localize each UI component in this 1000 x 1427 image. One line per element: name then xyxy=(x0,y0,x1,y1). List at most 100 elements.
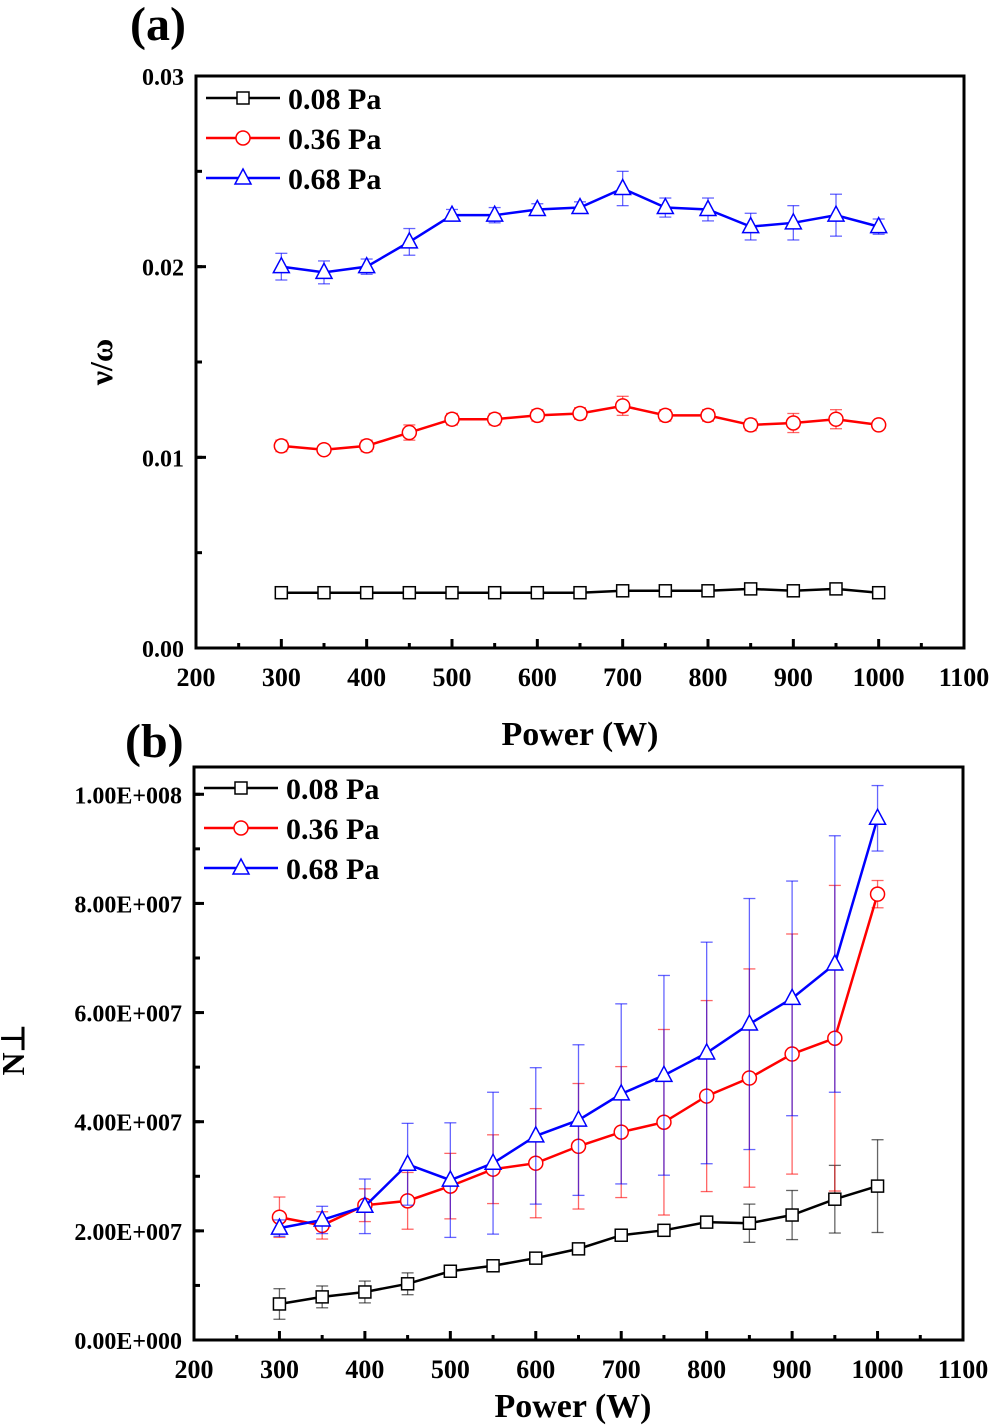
legend-marker xyxy=(234,781,248,795)
data-point xyxy=(656,196,675,215)
data-point xyxy=(358,1285,372,1299)
chart-panel-a: (a) 200 300 400 500 600 700 800 900 1000 1100 0.00 0… xyxy=(83,0,989,753)
series-068Pa xyxy=(270,784,887,1239)
x-tick-label: 1100 xyxy=(938,1355,989,1384)
x-tick-label: 500 xyxy=(433,663,472,692)
x-tick-label: 1100 xyxy=(939,663,990,692)
data-point xyxy=(570,196,590,215)
x-tick-label: 700 xyxy=(603,663,642,692)
data-point xyxy=(528,198,547,217)
y-tick-label: 2.00E+007 xyxy=(74,1220,182,1246)
legend-label: 0.08 Pa xyxy=(286,773,379,806)
y-tick-label: 4.00E+007 xyxy=(74,1111,182,1137)
data-point xyxy=(445,585,459,600)
y-tick-label: 8.00E+007 xyxy=(74,892,182,918)
data-point xyxy=(654,1064,674,1083)
data-point xyxy=(273,438,290,454)
data-point xyxy=(572,405,588,422)
data-point xyxy=(742,417,759,433)
data-point xyxy=(742,1216,757,1230)
data-point xyxy=(697,1042,716,1060)
x-axis-label: Power (W) xyxy=(501,716,658,753)
data-point xyxy=(441,1169,460,1187)
data-point xyxy=(657,1223,671,1238)
x-tick-label: 800 xyxy=(687,1355,726,1384)
legend-marker xyxy=(235,130,251,146)
data-point xyxy=(359,585,374,600)
data-point xyxy=(317,585,331,600)
data-point xyxy=(444,411,460,427)
y-tick-label: 0.03 xyxy=(142,65,184,91)
data-point xyxy=(825,953,845,971)
legend-label: 0.08 Pa xyxy=(288,83,381,116)
data-point xyxy=(829,582,843,596)
y-tick-label: 6.00E+007 xyxy=(74,1002,182,1028)
data-point xyxy=(785,1208,799,1222)
data-point xyxy=(529,407,546,424)
x-tick-label: 300 xyxy=(260,1355,299,1384)
x-tick-label: 800 xyxy=(689,663,728,692)
data-point xyxy=(398,1153,417,1172)
y-axis-label: N⊥ xyxy=(0,1025,31,1076)
data-point xyxy=(741,216,760,234)
plot-frame xyxy=(194,74,966,650)
data-point xyxy=(701,584,715,598)
data-point xyxy=(529,1251,543,1265)
data-point xyxy=(401,424,418,441)
data-point xyxy=(740,1013,759,1031)
legend-label: 0.68 Pa xyxy=(288,163,381,196)
data-point xyxy=(699,1215,714,1229)
legend-marker xyxy=(236,91,250,105)
x-tick-label: 900 xyxy=(774,663,813,692)
data-point xyxy=(870,1179,885,1193)
data-point xyxy=(274,585,289,600)
panel-label: (b) xyxy=(125,715,184,768)
legend-marker xyxy=(233,820,249,836)
data-point xyxy=(355,1195,375,1214)
panel-label: (a) xyxy=(130,0,186,51)
legend-label: 0.36 Pa xyxy=(286,813,379,846)
data-point xyxy=(485,204,504,222)
data-point xyxy=(272,256,291,274)
data-point xyxy=(786,584,801,598)
data-point xyxy=(615,584,630,598)
x-tick-label: 1000 xyxy=(852,1355,904,1384)
data-point xyxy=(316,441,332,458)
x-tick-label: 900 xyxy=(773,1355,812,1384)
data-point xyxy=(270,1217,289,1235)
data-point xyxy=(743,582,758,596)
data-point xyxy=(828,1192,842,1206)
data-point xyxy=(442,204,462,222)
x-tick-label: 600 xyxy=(516,1355,555,1384)
series-068Pa xyxy=(272,170,888,285)
x-tick-label: 300 xyxy=(262,663,301,692)
x-tick-label: 200 xyxy=(177,663,216,692)
x-tick-label: 700 xyxy=(602,1355,641,1384)
data-point xyxy=(700,407,716,424)
y-tick-label: 0.00 xyxy=(142,637,184,663)
data-point xyxy=(400,1277,415,1291)
data-point xyxy=(487,585,502,600)
data-point xyxy=(315,1290,329,1304)
x-axis-label: Power (W) xyxy=(494,1388,651,1425)
data-point xyxy=(611,1083,631,1101)
data-point xyxy=(573,585,587,600)
legend-marker xyxy=(231,857,251,875)
x-tick-label: 600 xyxy=(518,663,557,692)
data-point xyxy=(526,1125,546,1143)
data-point xyxy=(784,212,803,230)
x-tick-label: 500 xyxy=(431,1355,470,1384)
data-point xyxy=(614,398,631,414)
data-point xyxy=(272,1297,287,1311)
data-point xyxy=(828,411,844,427)
data-point xyxy=(483,1152,503,1170)
chart-panel-b: (b) 200 300 400 500 600 700 800 900 1000 1100 0.00E… xyxy=(0,715,988,1425)
x-tick-label: 200 xyxy=(175,1355,214,1384)
legend-marker xyxy=(233,167,253,185)
data-point xyxy=(871,585,886,600)
data-point xyxy=(443,1264,458,1278)
legend-label: 0.36 Pa xyxy=(288,123,381,156)
series-008Pa xyxy=(274,582,886,600)
legend-label: 0.68 Pa xyxy=(286,853,379,886)
